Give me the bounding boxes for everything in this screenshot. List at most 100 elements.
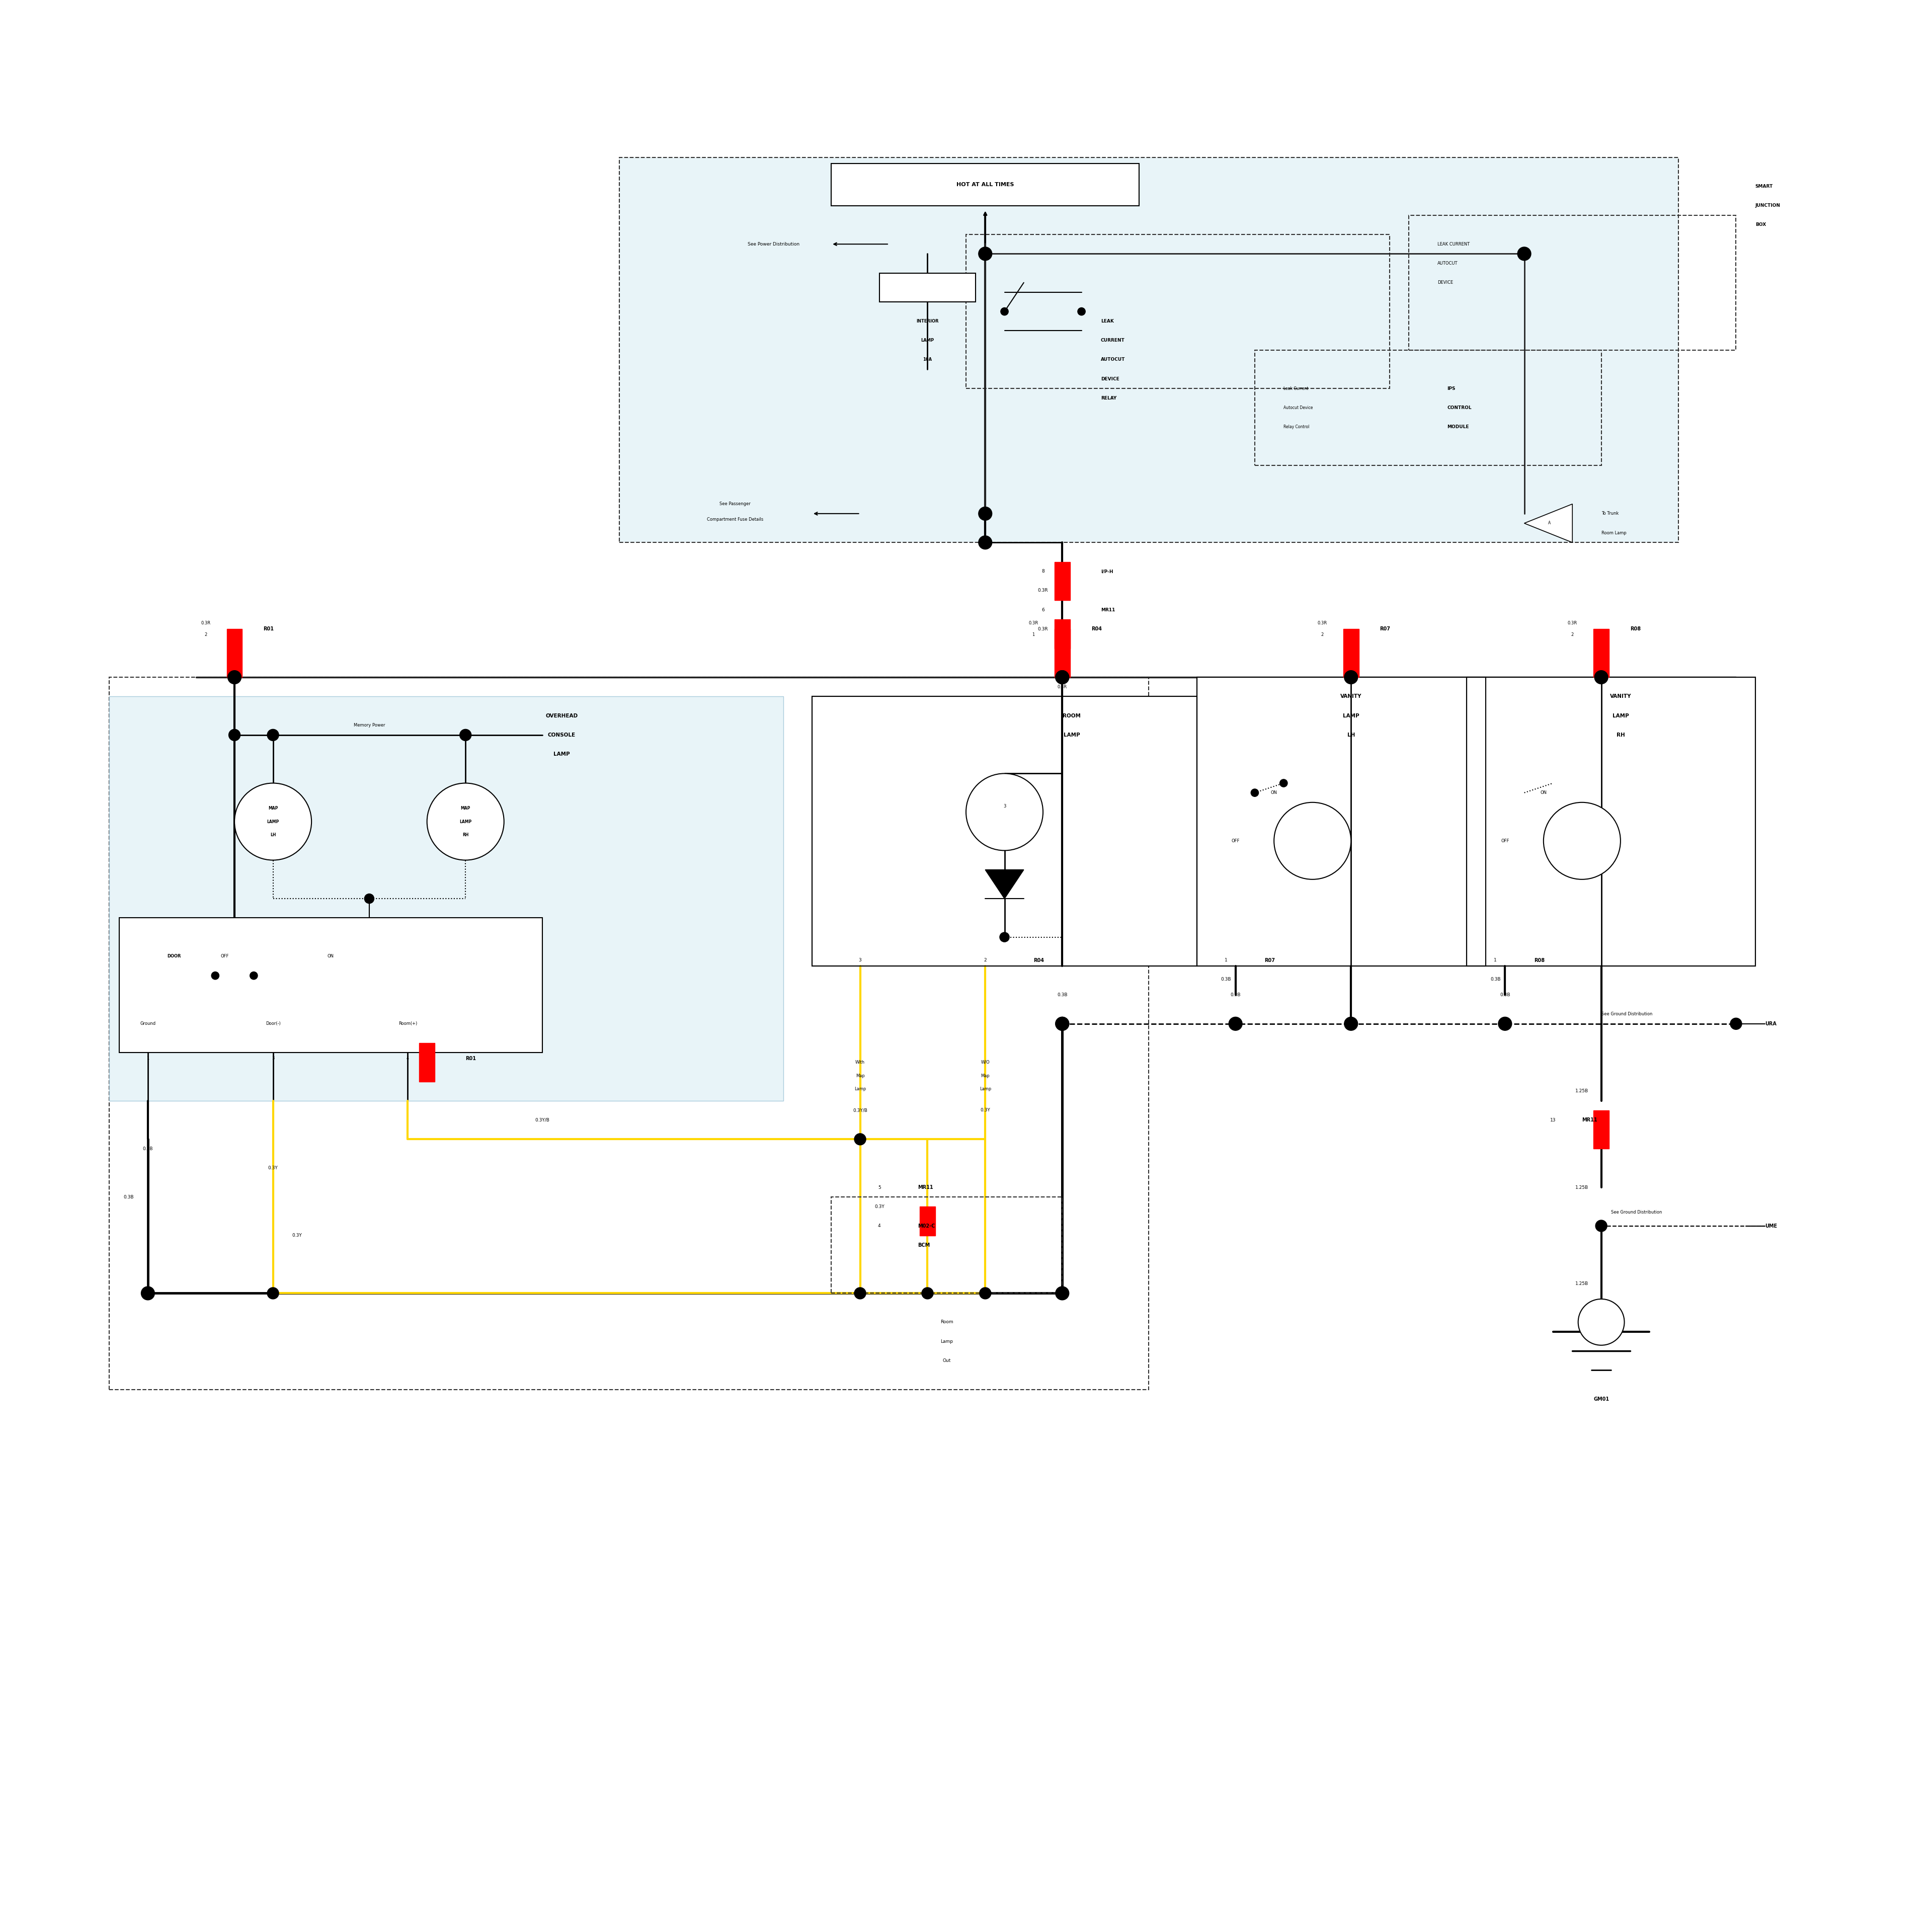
Circle shape <box>1001 307 1009 315</box>
Text: 0.3B: 0.3B <box>1231 993 1240 997</box>
Bar <box>1055 630 1070 678</box>
Text: 1.25B: 1.25B <box>1575 1184 1588 1190</box>
Text: ON: ON <box>1540 790 1548 794</box>
Text: See Ground Distribution: See Ground Distribution <box>1611 1209 1662 1215</box>
Text: Door(-): Door(-) <box>265 1022 280 1026</box>
Text: CURRENT: CURRENT <box>1101 338 1124 342</box>
Text: SMART: SMART <box>1756 184 1774 189</box>
Bar <box>1055 562 1070 601</box>
Circle shape <box>1517 247 1530 261</box>
Text: Compartment Fuse Details: Compartment Fuse Details <box>707 518 763 522</box>
Text: R04: R04 <box>1034 958 1043 962</box>
Circle shape <box>228 728 240 740</box>
FancyBboxPatch shape <box>620 158 1679 543</box>
Text: CONTROL: CONTROL <box>1447 406 1472 410</box>
Text: 0.3R: 0.3R <box>1318 620 1327 626</box>
Text: DOOR: DOOR <box>168 954 182 958</box>
Text: URA: URA <box>1764 1022 1776 1026</box>
Text: MAP: MAP <box>460 806 469 810</box>
Text: AUTOCUT: AUTOCUT <box>1437 261 1459 265</box>
Text: Room: Room <box>941 1320 952 1325</box>
Text: 3: 3 <box>858 958 862 962</box>
Text: LAMP: LAMP <box>460 819 471 823</box>
Text: 0.3Y: 0.3Y <box>269 1165 278 1171</box>
Bar <box>1594 630 1609 678</box>
Text: 2: 2 <box>1321 632 1323 638</box>
Text: 0.3R: 0.3R <box>1037 626 1049 632</box>
Text: Ground: Ground <box>139 1022 156 1026</box>
Text: LAMP: LAMP <box>1613 713 1629 719</box>
Text: LH: LH <box>270 833 276 837</box>
Circle shape <box>980 1287 991 1298</box>
Text: R08: R08 <box>1631 626 1640 632</box>
Text: To Trunk: To Trunk <box>1602 512 1619 516</box>
Text: 3: 3 <box>1003 804 1007 808</box>
Text: 5: 5 <box>877 1184 881 1190</box>
Text: 8: 8 <box>1041 570 1045 574</box>
Circle shape <box>978 247 991 261</box>
Text: MR11: MR11 <box>1101 607 1115 612</box>
Polygon shape <box>985 869 1024 898</box>
Text: Memory Power: Memory Power <box>354 723 384 728</box>
Text: LAMP: LAMP <box>267 819 278 823</box>
Circle shape <box>427 782 504 860</box>
Text: Autocut Device: Autocut Device <box>1283 406 1314 410</box>
Circle shape <box>1578 1298 1625 1345</box>
Bar <box>226 630 242 678</box>
Text: Relay Control: Relay Control <box>1283 425 1310 429</box>
Text: LAMP: LAMP <box>554 752 570 757</box>
Text: 0.3Y/B: 0.3Y/B <box>535 1119 551 1122</box>
Circle shape <box>1055 1287 1068 1300</box>
Circle shape <box>211 972 218 980</box>
Text: See Power Distribution: See Power Distribution <box>748 242 800 247</box>
Text: 0.3R: 0.3R <box>1028 620 1037 626</box>
Circle shape <box>978 535 991 549</box>
Text: RELAY: RELAY <box>1101 396 1117 400</box>
Circle shape <box>1345 670 1358 684</box>
Text: 0.3Y: 0.3Y <box>980 1109 991 1113</box>
Text: 0.3B: 0.3B <box>1499 993 1511 997</box>
Bar <box>1594 1111 1609 1150</box>
Text: DEVICE: DEVICE <box>1437 280 1453 284</box>
Circle shape <box>1055 670 1068 684</box>
Text: Room(+): Room(+) <box>398 1022 417 1026</box>
Text: ON: ON <box>328 954 334 958</box>
Text: Map: Map <box>981 1074 989 1078</box>
Text: MR11: MR11 <box>918 1184 933 1190</box>
Text: 0.3R: 0.3R <box>1567 620 1577 626</box>
Text: RH: RH <box>462 833 469 837</box>
Circle shape <box>267 1287 278 1298</box>
Text: LAMP: LAMP <box>1343 713 1360 719</box>
Text: W/O: W/O <box>981 1061 989 1065</box>
Text: VANITY: VANITY <box>1341 694 1362 699</box>
FancyBboxPatch shape <box>831 164 1140 205</box>
Circle shape <box>999 933 1009 943</box>
Text: LAMP: LAMP <box>922 338 933 342</box>
Text: Leak Current: Leak Current <box>1283 386 1308 390</box>
Text: 3: 3 <box>272 1057 274 1061</box>
Text: VANITY: VANITY <box>1609 694 1631 699</box>
Text: 1.25B: 1.25B <box>1575 1090 1588 1094</box>
Text: OFF: OFF <box>1231 838 1240 842</box>
Circle shape <box>1596 1221 1607 1233</box>
Text: 0.3R: 0.3R <box>1057 684 1066 690</box>
Text: DEVICE: DEVICE <box>1101 377 1119 381</box>
Circle shape <box>1594 670 1607 684</box>
Circle shape <box>1229 1016 1242 1030</box>
Text: UME: UME <box>1764 1223 1777 1229</box>
Circle shape <box>1497 1016 1511 1030</box>
FancyBboxPatch shape <box>811 697 1198 966</box>
Circle shape <box>141 1287 155 1300</box>
Text: See Passenger: See Passenger <box>719 502 750 506</box>
Circle shape <box>365 895 375 904</box>
Circle shape <box>460 728 471 740</box>
Text: 0.3Y/B: 0.3Y/B <box>852 1109 867 1113</box>
Text: HOT AT ALL TIMES: HOT AT ALL TIMES <box>956 182 1014 187</box>
Text: 0.3Y: 0.3Y <box>875 1204 885 1209</box>
Text: LEAK: LEAK <box>1101 319 1113 323</box>
Circle shape <box>267 728 278 740</box>
Bar <box>1343 630 1358 678</box>
Text: Out: Out <box>943 1358 951 1362</box>
Text: Map: Map <box>856 1074 866 1078</box>
Circle shape <box>978 506 991 520</box>
